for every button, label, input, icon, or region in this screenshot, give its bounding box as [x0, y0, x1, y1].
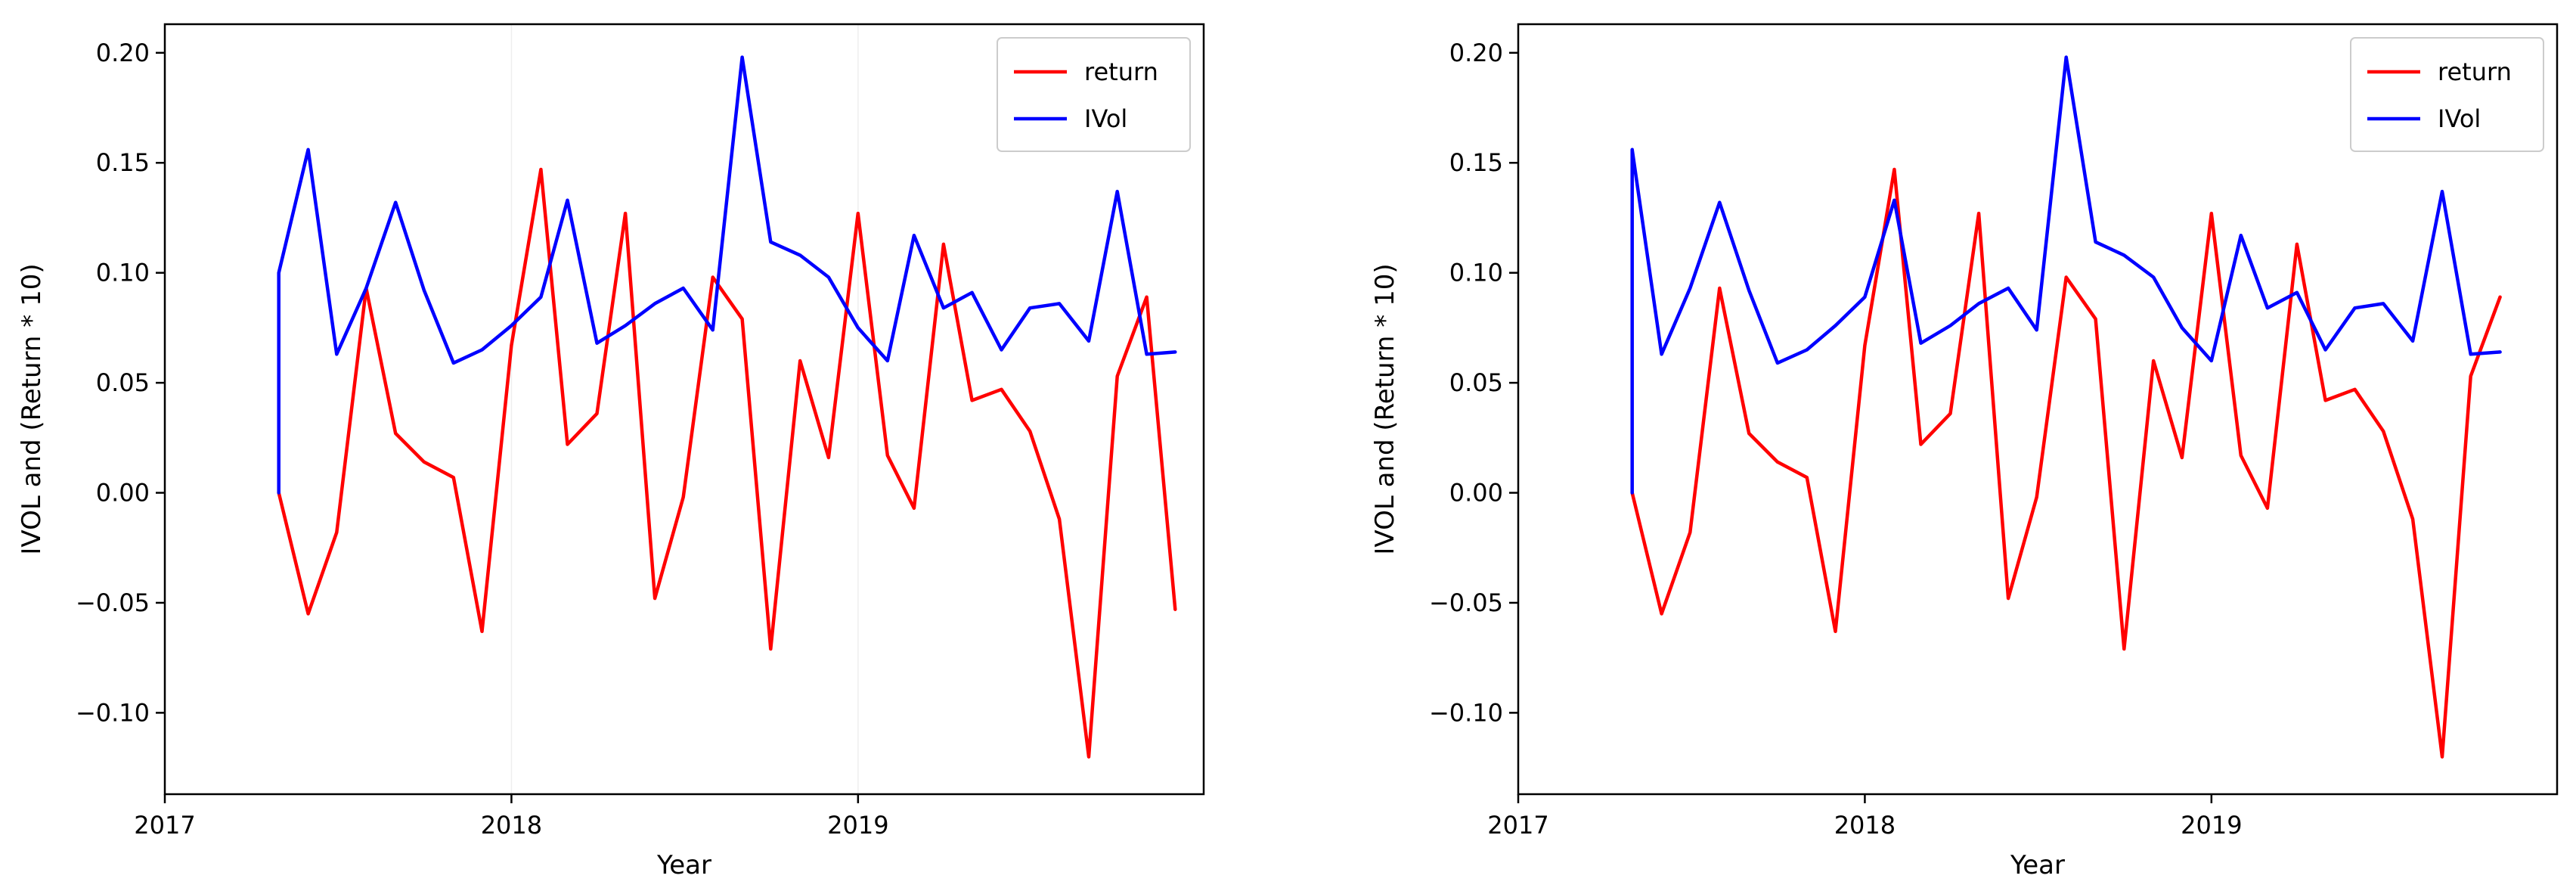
chart-panel-2: −0.10 −0.05 0.00 0.05 0.10 0.15 0.20 2017 2018 20… [1370, 23, 2559, 880]
y-tick-label: 0.10 [96, 259, 150, 287]
legend-label-return: return [2438, 57, 2512, 86]
series-line-ivol [1630, 55, 2502, 495]
plot-frame [1517, 23, 2559, 796]
plot-frame [163, 23, 1205, 796]
y-tick-label: 0.05 [96, 368, 150, 397]
series-line-return [277, 167, 1177, 759]
x-tick-label: 2019 [827, 811, 888, 840]
legend: return IVol [997, 37, 1191, 152]
y-tick-label: −0.10 [1429, 698, 1503, 727]
series-line-return [1630, 167, 2502, 759]
legend-label-return: return [1084, 57, 1158, 86]
legend-label-ivol: IVol [1084, 104, 1127, 133]
y-tick-label: 0.15 [1449, 148, 1503, 177]
y-tick-label: 0.05 [1449, 368, 1503, 397]
y-tick-label: 0.15 [96, 148, 150, 177]
y-tick-label: −0.10 [76, 698, 150, 727]
legend-label-ivol: IVol [2438, 104, 2481, 133]
x-tick-label: 2017 [1487, 811, 1548, 840]
y-axis-label: IVOL and (Return * 10) [1370, 263, 1400, 554]
legend: return IVol [2350, 37, 2544, 152]
chart-panel-1: −0.10 −0.05 0.00 0.05 0.10 0.15 0.20 2017 2018 20… [17, 23, 1205, 880]
y-tick-label: 0.10 [1449, 259, 1503, 287]
legend-box [997, 37, 1191, 152]
y-axis-label: IVOL and (Return * 10) [17, 263, 47, 554]
x-tick-label: 2019 [2181, 811, 2242, 840]
x-tick-label: 2017 [134, 811, 195, 840]
x-axis-label: Year [2010, 850, 2065, 880]
y-tick-label: 0.20 [96, 39, 150, 67]
y-tick-label: −0.05 [1429, 588, 1503, 617]
x-tick-label: 2018 [1834, 811, 1896, 840]
legend-box [2350, 37, 2544, 152]
x-axis-label: Year [656, 850, 711, 880]
x-tick-label: 2018 [481, 811, 542, 840]
y-tick-label: 0.00 [96, 479, 150, 508]
series-line-ivol [277, 55, 1177, 495]
y-tick-label: −0.05 [76, 588, 150, 617]
y-tick-label: 0.00 [1449, 479, 1503, 508]
y-tick-label: 0.20 [1449, 39, 1503, 67]
